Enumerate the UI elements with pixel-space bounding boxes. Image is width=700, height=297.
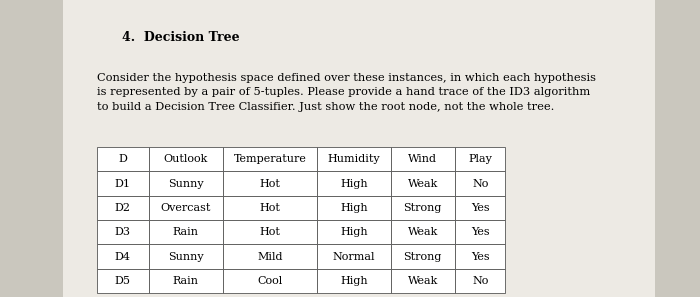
Bar bbox=[391, 196, 455, 220]
Text: Humidity: Humidity bbox=[328, 154, 380, 164]
Bar bbox=[455, 244, 505, 269]
Bar bbox=[223, 196, 317, 220]
Text: Wind: Wind bbox=[408, 154, 438, 164]
Text: High: High bbox=[340, 178, 368, 189]
Bar bbox=[455, 196, 505, 220]
Text: D4: D4 bbox=[115, 252, 131, 262]
Bar bbox=[317, 220, 391, 244]
Text: Weak: Weak bbox=[407, 227, 438, 237]
Bar bbox=[391, 244, 455, 269]
Text: Sunny: Sunny bbox=[168, 252, 204, 262]
Bar bbox=[149, 171, 223, 196]
Bar bbox=[391, 171, 455, 196]
Bar bbox=[317, 171, 391, 196]
Bar bbox=[317, 147, 391, 171]
Bar bbox=[97, 220, 149, 244]
Bar bbox=[223, 269, 317, 293]
Text: High: High bbox=[340, 227, 368, 237]
Bar bbox=[97, 269, 149, 293]
Text: Mild: Mild bbox=[257, 252, 283, 262]
Bar bbox=[97, 147, 149, 171]
Bar bbox=[149, 196, 223, 220]
Text: No: No bbox=[472, 276, 489, 286]
Text: Yes: Yes bbox=[471, 203, 489, 213]
Bar bbox=[317, 269, 391, 293]
Bar bbox=[223, 220, 317, 244]
Text: Cool: Cool bbox=[257, 276, 283, 286]
Text: Hot: Hot bbox=[260, 227, 280, 237]
Bar bbox=[149, 244, 223, 269]
Bar bbox=[149, 147, 223, 171]
Text: Outlook: Outlook bbox=[164, 154, 208, 164]
Text: High: High bbox=[340, 203, 368, 213]
Text: 4.  Decision Tree: 4. Decision Tree bbox=[122, 31, 240, 44]
Text: Rain: Rain bbox=[173, 227, 199, 237]
Text: Normal: Normal bbox=[332, 252, 375, 262]
Text: Yes: Yes bbox=[471, 252, 489, 262]
Text: D2: D2 bbox=[115, 203, 131, 213]
Text: Hot: Hot bbox=[260, 178, 280, 189]
FancyBboxPatch shape bbox=[63, 0, 655, 297]
Text: D: D bbox=[118, 154, 127, 164]
Bar bbox=[391, 269, 455, 293]
Bar bbox=[97, 244, 149, 269]
Text: Strong: Strong bbox=[404, 203, 442, 213]
Text: Weak: Weak bbox=[407, 178, 438, 189]
Text: Sunny: Sunny bbox=[168, 178, 204, 189]
Bar bbox=[391, 220, 455, 244]
Text: D5: D5 bbox=[115, 276, 131, 286]
Text: Yes: Yes bbox=[471, 227, 489, 237]
Text: Hot: Hot bbox=[260, 203, 280, 213]
Bar bbox=[149, 220, 223, 244]
Text: Rain: Rain bbox=[173, 276, 199, 286]
Bar bbox=[223, 244, 317, 269]
Text: Temperature: Temperature bbox=[233, 154, 307, 164]
Bar bbox=[317, 196, 391, 220]
Text: D3: D3 bbox=[115, 227, 131, 237]
Bar bbox=[97, 171, 149, 196]
Text: Play: Play bbox=[468, 154, 492, 164]
Bar bbox=[455, 147, 505, 171]
Text: High: High bbox=[340, 276, 368, 286]
Text: Weak: Weak bbox=[407, 276, 438, 286]
Text: D1: D1 bbox=[115, 178, 131, 189]
Text: Overcast: Overcast bbox=[161, 203, 211, 213]
Bar bbox=[455, 269, 505, 293]
Bar bbox=[223, 171, 317, 196]
Bar bbox=[455, 220, 505, 244]
Text: Strong: Strong bbox=[404, 252, 442, 262]
Bar bbox=[455, 171, 505, 196]
Bar bbox=[223, 147, 317, 171]
Bar bbox=[317, 244, 391, 269]
Bar bbox=[97, 196, 149, 220]
Bar bbox=[149, 269, 223, 293]
Text: Consider the hypothesis space defined over these instances, in which each hypoth: Consider the hypothesis space defined ov… bbox=[97, 73, 596, 112]
Text: No: No bbox=[472, 178, 489, 189]
Bar bbox=[391, 147, 455, 171]
